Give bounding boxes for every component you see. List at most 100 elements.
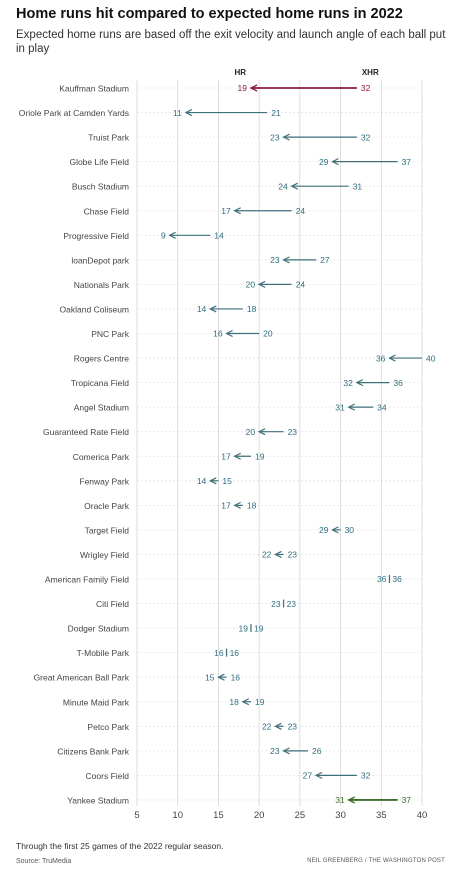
- stadium-label: Dodger Stadium: [68, 624, 129, 634]
- xhr-value-label: 26: [312, 746, 322, 756]
- xhr-value-label: 23: [288, 427, 298, 437]
- x-tick-label: 5: [134, 810, 139, 821]
- hr-value-label: 29: [319, 157, 329, 167]
- stadium-label: loanDepot park: [71, 255, 129, 265]
- hr-value-label: 14: [197, 476, 207, 486]
- gridlines: [136, 80, 423, 806]
- hr-value-label: 14: [197, 304, 207, 314]
- xhr-value-label: 32: [361, 771, 371, 781]
- stadium-label: Chase Field: [84, 206, 130, 216]
- stadium-label: Citizens Bank Park: [57, 746, 130, 756]
- hr-value-label: 16: [214, 648, 224, 658]
- credit-note: NEIL GREENBERG / THE WASHINGTON POST: [307, 858, 445, 864]
- hr-value-label: 27: [303, 771, 313, 781]
- stadium-label: Wrigley Field: [80, 550, 129, 560]
- x-tick-label: 25: [295, 810, 306, 821]
- stadium-row: Nationals Park 20 24: [74, 280, 422, 290]
- stadium-row: Wrigley Field 22 23: [80, 550, 422, 560]
- hr-value-label: 36: [376, 353, 386, 363]
- hr-value-label: 20: [246, 427, 256, 437]
- stadium-row: Chase Field 17 24: [84, 206, 422, 216]
- stadium-row: Guaranteed Rate Field 20 23: [43, 427, 422, 437]
- xhr-value-label: 36: [392, 574, 402, 584]
- hr-value-label: 22: [262, 550, 272, 560]
- stadium-label: Kauffman Stadium: [59, 84, 129, 94]
- stadium-row: Rogers Centre 36 40: [74, 353, 436, 363]
- footnote: Through the first 25 games of the 2022 r…: [16, 841, 224, 851]
- xhr-value-label: 37: [402, 157, 412, 167]
- stadium-row: Yankee Stadium 31 37: [67, 795, 422, 805]
- stadium-label: Rogers Centre: [74, 354, 130, 364]
- hr-value-label: 17: [221, 206, 231, 216]
- stadium-row: Citi Field 23 23: [96, 599, 422, 609]
- xhr-value-label: 34: [377, 402, 387, 412]
- hr-value-label: 23: [270, 132, 280, 142]
- stadium-row: Petco Park 22 23: [87, 722, 422, 732]
- hr-value-label: 19: [239, 623, 249, 633]
- stadium-row: Dodger Stadium 19 19: [68, 623, 422, 634]
- stadium-label: Globe Life Field: [69, 157, 129, 167]
- stadium-label: Yankee Stadium: [67, 795, 129, 805]
- stadium-label: Citi Field: [96, 599, 129, 609]
- hr-value-label: 36: [377, 574, 387, 584]
- stadium-label: Busch Stadium: [72, 182, 129, 192]
- xhr-value-label: 15: [222, 476, 232, 486]
- x-tick-label: 40: [417, 810, 428, 821]
- stadium-row: Coors Field 27 32: [86, 771, 422, 781]
- stadium-row: Target Field 29 30: [85, 525, 422, 535]
- xhr-value-label: 16: [231, 672, 241, 682]
- xhr-value-label: 32: [361, 83, 371, 93]
- stadium-row: Oriole Park at Camden Yards 11 21: [19, 108, 422, 118]
- x-tick-label: 10: [172, 810, 183, 821]
- stadium-row: Globe Life Field 29 37: [69, 157, 422, 167]
- x-tick-label: 35: [376, 810, 387, 821]
- hr-value-label: 17: [221, 451, 231, 461]
- xhr-value-label: 21: [271, 108, 281, 118]
- xhr-value-label: 23: [288, 722, 298, 732]
- hr-value-label: 22: [262, 722, 272, 732]
- xhr-value-label: 19: [255, 451, 265, 461]
- hr-value-label: 24: [278, 181, 288, 191]
- stadium-row: Angel Stadium 31 34: [74, 402, 422, 413]
- xhr-value-label: 30: [345, 525, 355, 535]
- hr-value-label: 11: [173, 108, 182, 118]
- xhr-value-label: 24: [296, 206, 306, 216]
- stadium-label: Oracle Park: [84, 501, 130, 511]
- stadium-row: Oracle Park 17 18: [84, 501, 422, 511]
- xhr-series-label: XHR: [362, 68, 379, 77]
- stadium-label: Minute Maid Park: [63, 697, 130, 707]
- xhr-value-label: 23: [288, 550, 298, 560]
- x-tick-label: 15: [213, 810, 224, 821]
- xhr-value-label: 27: [320, 255, 330, 265]
- hr-value-label: 16: [213, 329, 223, 339]
- xhr-value-label: 31: [353, 181, 363, 191]
- chart-subtitle: Expected home runs are based off the exi…: [16, 29, 446, 55]
- stadium-row: T-Mobile Park 16 16: [77, 648, 422, 658]
- hr-value-label: 15: [205, 672, 215, 682]
- source-note: Source: TruMedia: [16, 858, 72, 865]
- stadium-label: Fenway Park: [79, 476, 129, 486]
- xhr-value-label: 36: [393, 378, 403, 388]
- hr-value-label: 18: [229, 697, 239, 707]
- xhr-value-label: 32: [361, 132, 371, 142]
- stadium-label: PNC Park: [91, 329, 130, 339]
- hr-value-label: 17: [221, 501, 231, 511]
- stadium-row: Comerica Park 17 19: [73, 451, 422, 462]
- hr-value-label: 32: [343, 378, 353, 388]
- stadium-label: Nationals Park: [74, 280, 130, 290]
- x-axis: 5 10 15 20 25 30 35 40: [134, 810, 427, 821]
- stadium-row: Fenway Park 14 15: [79, 476, 422, 486]
- stadium-row: Tropicana Field 32 36: [71, 378, 422, 388]
- stadium-row: PNC Park 16 20: [91, 329, 422, 339]
- hr-value-label: 9: [161, 231, 166, 241]
- stadium-row: Progressive Field 9 14: [63, 231, 422, 241]
- stadium-label: Guaranteed Rate Field: [43, 427, 129, 437]
- stadium-label: Comerica Park: [73, 452, 130, 462]
- stadium-label: American Family Field: [45, 575, 129, 585]
- stadium-label: Progressive Field: [63, 231, 129, 241]
- series-header: HR XHR: [234, 68, 379, 77]
- dumbbell-chart: 5 10 15 20 25 30 35 40 HR XHR Kauffman Stadium 19…: [19, 68, 436, 821]
- xhr-value-label: 40: [426, 353, 436, 363]
- hr-value-label: 31: [335, 402, 345, 412]
- stadium-row: Busch Stadium 24 31: [72, 181, 422, 192]
